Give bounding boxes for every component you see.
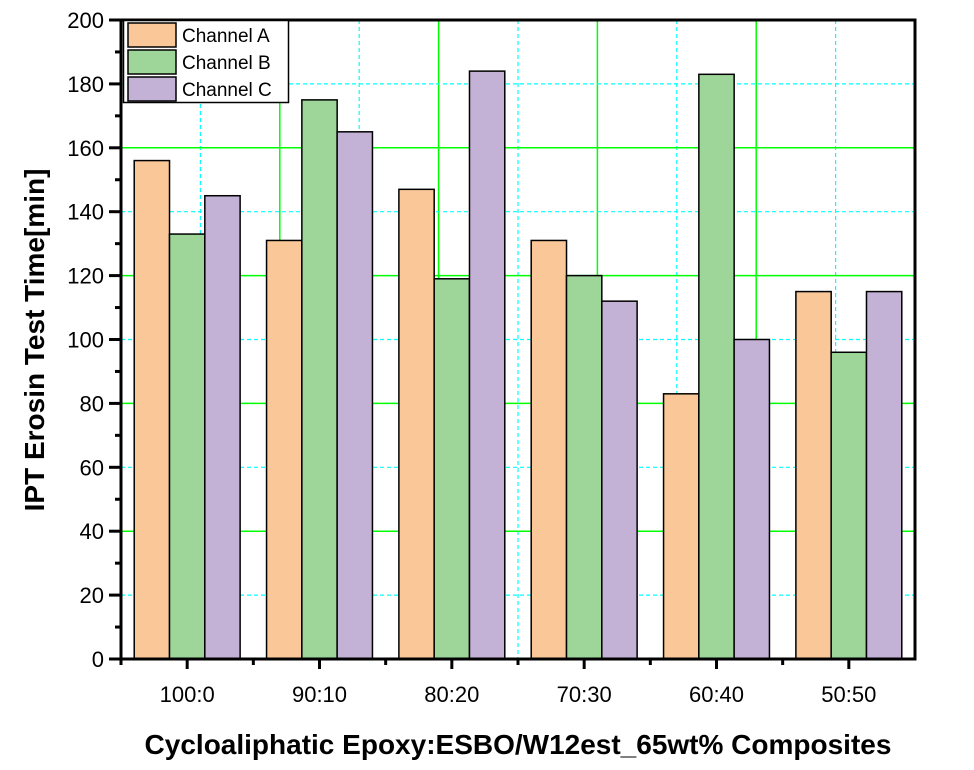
x-tick-label: 70:30 xyxy=(557,682,612,707)
bar-channel-b-80-20 xyxy=(433,278,471,660)
y-tick-label: 60 xyxy=(80,455,104,480)
x-tick-label: 100:0 xyxy=(160,682,215,707)
legend-swatch xyxy=(127,22,177,48)
y-tick-label: 0 xyxy=(92,647,104,672)
y-tick-label: 160 xyxy=(67,136,104,161)
y-tick-label: 140 xyxy=(67,200,104,225)
legend-label: Channel B xyxy=(182,53,271,74)
y-tick-label: 120 xyxy=(67,264,104,289)
bar-channel-b-60-40 xyxy=(698,73,735,660)
y-tick-label: 80 xyxy=(80,391,104,416)
y-axis-title: IPT Erosin Test Time[min] xyxy=(19,169,50,512)
y-tick-label: 200 xyxy=(67,8,104,33)
legend: Channel A Channel B Channel C xyxy=(122,19,290,104)
x-tick-label: 90:10 xyxy=(292,682,347,707)
legend-label: Channel A xyxy=(182,26,270,47)
x-tick-label: 60:40 xyxy=(689,682,744,707)
x-tick-labels: 100:0 90:10 80:20 70:30 60:40 50:50 xyxy=(160,682,877,707)
bar-channel-b-100-0 xyxy=(168,233,206,660)
x-axis-title: Cycloaliphatic Epoxy:ESBO/W12est_65wt% C… xyxy=(145,729,892,760)
legend-swatch xyxy=(127,76,177,102)
bar-channel-c-50-50 xyxy=(865,290,903,660)
bar-channel-a-70-30 xyxy=(530,239,568,660)
bars xyxy=(133,70,903,660)
y-tick-label: 40 xyxy=(80,519,104,544)
bar-channel-b-50-50 xyxy=(830,351,868,660)
y-tick-label: 100 xyxy=(67,328,104,353)
y-tick-label: 20 xyxy=(80,583,104,608)
x-tick-label: 50:50 xyxy=(821,682,876,707)
legend-swatch xyxy=(127,49,177,75)
bar-channel-c-60-40 xyxy=(733,338,771,660)
x-tick-label: 80:20 xyxy=(424,682,479,707)
y-tick-label: 180 xyxy=(67,72,104,97)
bar-channel-a-100-0 xyxy=(133,159,171,660)
bar-channel-a-60-40 xyxy=(662,393,700,660)
bar-channel-a-50-50 xyxy=(795,290,832,660)
bar-channel-c-70-30 xyxy=(601,300,638,660)
bar-channel-c-80-20 xyxy=(468,70,506,660)
bar-channel-a-80-20 xyxy=(398,188,435,660)
legend-label: Channel C xyxy=(182,80,272,101)
bar-channel-c-100-0 xyxy=(204,194,241,660)
bar-channel-b-70-30 xyxy=(565,274,603,660)
bar-channel-b-90-10 xyxy=(301,99,338,660)
bar-channel-a-90-10 xyxy=(265,239,303,660)
bar-channel-c-90-10 xyxy=(336,131,374,660)
y-tick-labels: 0 20 40 60 80 100 120 140 160 180 200 xyxy=(67,8,104,672)
